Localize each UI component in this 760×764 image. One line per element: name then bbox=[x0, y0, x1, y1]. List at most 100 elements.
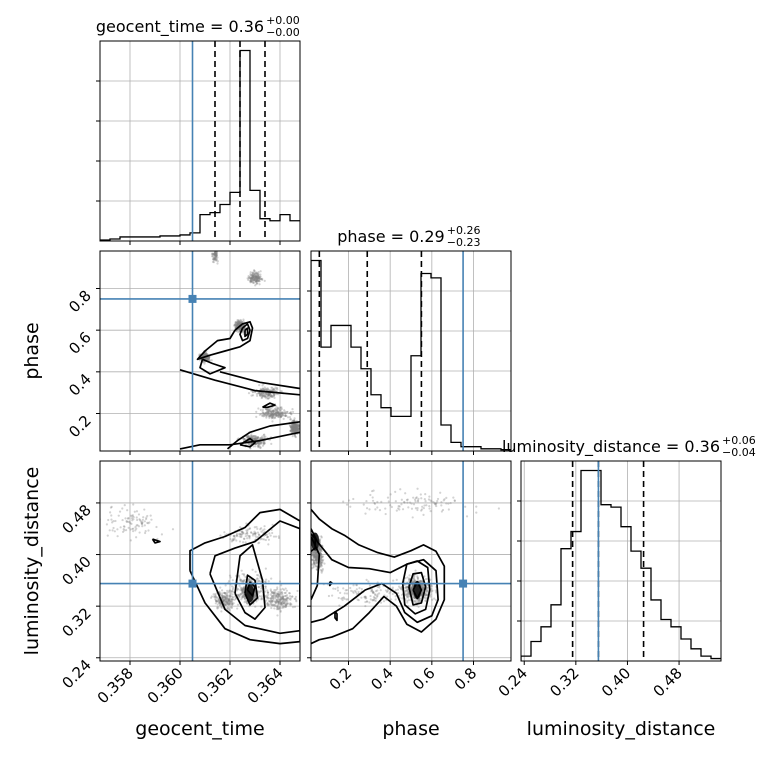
density-sample bbox=[260, 585, 262, 587]
density-sample bbox=[464, 506, 466, 508]
density-sample bbox=[135, 536, 137, 538]
density-sample bbox=[278, 599, 280, 601]
density-sample bbox=[256, 528, 258, 530]
density-sample bbox=[293, 417, 295, 419]
density-sample bbox=[321, 570, 323, 572]
density-sample bbox=[400, 503, 402, 505]
histogram-bar bbox=[250, 190, 260, 241]
density-sample bbox=[260, 270, 262, 272]
density-sample bbox=[283, 418, 285, 420]
density-sample bbox=[219, 604, 221, 606]
density-sample bbox=[117, 535, 119, 537]
density-sample bbox=[134, 511, 136, 513]
density-sample bbox=[297, 426, 299, 428]
density-sample bbox=[251, 569, 253, 571]
density-sample bbox=[396, 510, 398, 512]
density-sample bbox=[395, 595, 397, 597]
density-sample bbox=[416, 509, 418, 511]
density-sample bbox=[226, 598, 228, 600]
density-sample bbox=[242, 596, 244, 598]
density-sample bbox=[243, 320, 245, 322]
density-sample bbox=[203, 363, 205, 365]
density-sample bbox=[251, 435, 253, 437]
density-sample bbox=[254, 535, 256, 537]
density-sample bbox=[367, 580, 369, 582]
density-sample bbox=[294, 427, 296, 429]
density-sample bbox=[251, 278, 253, 280]
density-sample bbox=[296, 429, 298, 431]
density-sample bbox=[259, 447, 261, 449]
density-sample bbox=[238, 535, 240, 537]
density-sample bbox=[129, 522, 131, 524]
density-sample bbox=[231, 593, 233, 595]
density-sample bbox=[242, 541, 244, 543]
density-sample bbox=[216, 596, 218, 598]
density-sample bbox=[139, 531, 141, 533]
density-sample bbox=[282, 414, 284, 416]
density-sample bbox=[267, 411, 269, 413]
density-sample bbox=[368, 601, 370, 603]
histogram-title: geocent_time = 0.36 bbox=[96, 17, 264, 37]
density-sample bbox=[270, 411, 272, 413]
density-sample bbox=[280, 603, 282, 605]
density-sample bbox=[207, 357, 209, 359]
contour-line bbox=[245, 328, 248, 336]
density-sample bbox=[275, 535, 277, 537]
density-sample bbox=[279, 610, 281, 612]
histogram-bar bbox=[381, 408, 391, 451]
density-sample bbox=[414, 569, 416, 571]
density-sample bbox=[239, 540, 241, 542]
density-sample bbox=[274, 411, 276, 413]
density-sample bbox=[283, 409, 285, 411]
density-sample bbox=[142, 516, 144, 518]
density-sample bbox=[380, 602, 382, 604]
density-sample bbox=[136, 510, 138, 512]
density-sample bbox=[401, 499, 403, 501]
density-sample bbox=[417, 498, 419, 500]
density-sample bbox=[308, 538, 310, 540]
density-sample bbox=[258, 283, 260, 285]
density-sample bbox=[138, 513, 140, 515]
density-sample bbox=[265, 393, 267, 395]
density-sample bbox=[214, 245, 216, 247]
density-sample bbox=[440, 504, 442, 506]
density-sample bbox=[421, 506, 423, 508]
density-sample bbox=[391, 506, 393, 508]
histogram-bar bbox=[681, 639, 691, 661]
density-sample bbox=[258, 392, 260, 394]
density-sample bbox=[420, 493, 422, 495]
density-sample bbox=[425, 578, 427, 580]
histogram-title: phase = 0.29 bbox=[337, 227, 444, 246]
density-sample bbox=[399, 505, 401, 507]
density-sample bbox=[217, 600, 219, 602]
density-sample bbox=[423, 504, 425, 506]
density-sample bbox=[371, 490, 373, 492]
density-sample bbox=[296, 424, 298, 426]
density-sample bbox=[384, 507, 386, 509]
density-sample bbox=[420, 497, 422, 499]
density-sample bbox=[275, 415, 277, 417]
density-sample bbox=[112, 527, 114, 529]
density-sample bbox=[258, 384, 260, 386]
density-sample bbox=[134, 529, 136, 531]
density-sample bbox=[254, 284, 256, 286]
density-sample bbox=[270, 588, 272, 590]
density-sample bbox=[372, 500, 374, 502]
density-sample bbox=[241, 573, 243, 575]
density-sample bbox=[454, 499, 456, 501]
density-sample bbox=[150, 519, 152, 521]
density-sample bbox=[346, 504, 348, 506]
density-sample bbox=[387, 497, 389, 499]
density-sample bbox=[418, 606, 420, 608]
density-sample bbox=[155, 526, 157, 528]
x-tick-label: 0.360 bbox=[144, 664, 187, 707]
density-sample bbox=[150, 515, 152, 517]
density-sample bbox=[268, 539, 270, 541]
density-sample bbox=[255, 416, 257, 418]
density-sample bbox=[229, 602, 231, 604]
density-sample bbox=[114, 520, 116, 522]
histogram-bar bbox=[701, 656, 711, 661]
density-sample bbox=[238, 596, 240, 598]
panel-frame bbox=[521, 461, 721, 661]
density-sample bbox=[111, 521, 113, 523]
